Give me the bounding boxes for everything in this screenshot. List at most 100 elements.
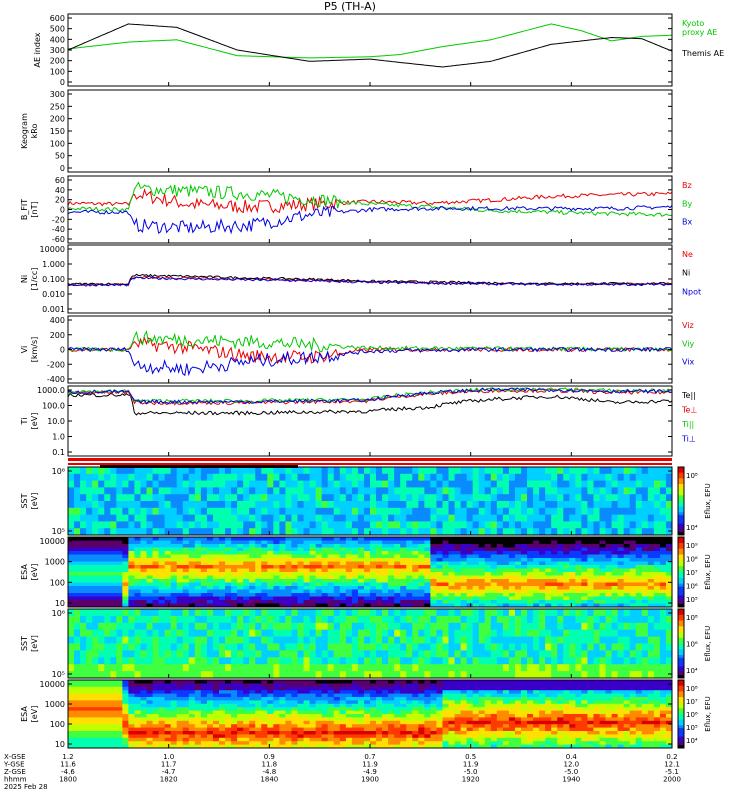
esa_e-cell <box>297 579 305 583</box>
sst_e-cell <box>406 514 413 522</box>
esa_e-cell <box>388 565 395 569</box>
esa_i-cell <box>128 680 135 684</box>
esa_e-cell <box>593 537 601 541</box>
esa_e-cell <box>146 579 154 583</box>
esa_e-cell <box>188 551 196 555</box>
sst_i-cell <box>460 615 468 624</box>
esa_i-cell <box>231 734 238 739</box>
esa_e-cell <box>527 582 534 587</box>
sst_i-cell <box>243 622 250 631</box>
sst_e-cell <box>394 501 401 509</box>
esa_i-cell <box>80 710 87 715</box>
sst_i-cell <box>128 609 135 617</box>
esa_e-cell <box>388 547 395 552</box>
esa_e-cell <box>291 596 299 601</box>
esa_e-cell <box>116 572 123 576</box>
esa_e-cell <box>315 575 323 580</box>
esa_e-cell <box>200 568 208 573</box>
sst_e-cell <box>635 467 643 475</box>
esa_e-cell <box>442 575 450 580</box>
esa_i-cell <box>134 680 141 684</box>
esa_e-cell <box>243 579 250 583</box>
sst_i-cell <box>623 664 631 672</box>
esa_e-cell <box>164 586 172 590</box>
esa_e-cell <box>170 561 178 566</box>
sst_i-cell <box>641 671 649 679</box>
esa_e-cell <box>514 589 522 594</box>
sst_i-cell <box>581 615 588 624</box>
sst_i-cell <box>605 664 613 672</box>
sst_e-cell <box>74 473 81 482</box>
esa_e-cell <box>490 551 498 555</box>
sst_e-cell <box>653 501 661 509</box>
esa_i-cell <box>68 714 75 718</box>
esa_i-cell <box>152 741 160 746</box>
sst_i-cell <box>527 629 534 638</box>
sst_i-cell <box>273 615 280 624</box>
esa_e-cell <box>255 568 262 573</box>
sst_e-cell <box>219 501 226 509</box>
esa_i-cell <box>279 707 286 712</box>
sst_e-cell <box>647 467 655 475</box>
sst_i-cell <box>430 657 437 665</box>
sst_i-cell <box>206 650 214 658</box>
esa_e-cell <box>514 544 522 548</box>
esa_e-cell <box>611 561 619 566</box>
esa_e-cell <box>484 565 492 569</box>
esa_e-cell <box>219 544 226 548</box>
sst_i-cell <box>68 664 75 672</box>
sst_e-cell <box>345 514 353 522</box>
sst_e-cell <box>376 521 383 529</box>
esa_e-cell <box>291 544 299 548</box>
esa_i-cell <box>297 707 305 712</box>
sst_e-cell <box>206 480 214 488</box>
esa_e-cell <box>424 572 431 576</box>
sst_e-cell <box>122 480 129 488</box>
esa_i-cell <box>285 700 292 705</box>
sst_e-cell <box>321 514 329 522</box>
esa_e-cell <box>134 586 141 590</box>
sst_i-cell <box>521 664 528 672</box>
esa_i-cell <box>86 700 93 705</box>
sst_i-cell <box>400 643 407 651</box>
sst_e-cell <box>647 501 655 509</box>
sst_i-cell <box>551 615 558 624</box>
sst_i-cell <box>460 609 468 617</box>
esa_e-cell <box>285 561 292 566</box>
esa_e-cell <box>291 579 299 583</box>
sst_e-cell <box>370 501 377 509</box>
sst_e-cell <box>321 507 329 516</box>
esa_e-cell <box>315 544 323 548</box>
esa_e-cell <box>454 589 462 594</box>
sst_i-cell <box>333 671 341 679</box>
sst_e-cell <box>98 528 105 536</box>
sst_i-cell <box>327 671 335 679</box>
esa_e-cell <box>231 540 238 545</box>
esa_e-cell <box>533 600 540 604</box>
esa_e-cell <box>98 540 105 545</box>
sst_i-cell <box>74 615 81 624</box>
sst_e-cell <box>599 494 607 502</box>
sst_e-cell <box>551 528 558 536</box>
esa_e-cell <box>98 547 105 552</box>
esa_e-cell <box>569 593 576 597</box>
esa_e-cell <box>424 554 431 559</box>
esa_i-cell <box>291 693 299 698</box>
sst_e-colorbar-cell <box>678 489 684 493</box>
sst_i-cell <box>593 609 601 617</box>
sst_i-cell <box>569 650 576 658</box>
esa_e-cell <box>527 547 534 552</box>
sst_e-cell <box>647 521 655 529</box>
sst_i-cell <box>339 636 347 644</box>
esa_i-cell <box>231 686 238 691</box>
esa_e-cell <box>164 600 172 604</box>
sst_e-cell <box>339 514 347 522</box>
sst_i-cell <box>68 636 75 644</box>
sst_e-cell <box>388 487 395 495</box>
esa_e-cell <box>333 554 341 559</box>
esa_e-cell <box>134 551 141 555</box>
sst_i-cell <box>74 636 81 644</box>
sst_e-cell <box>623 480 631 488</box>
esa_e-cell <box>370 579 377 583</box>
esa_e-cell <box>623 582 631 587</box>
